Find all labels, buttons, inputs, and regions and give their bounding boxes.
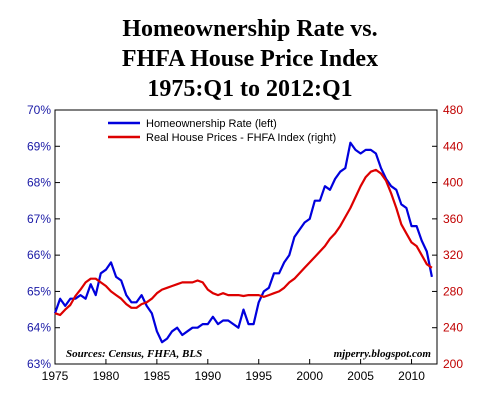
left-tick-label: 68% [27, 176, 51, 190]
x-tick-label: 1990 [194, 369, 221, 383]
chart-title-line-3: 1975:Q1 to 2012:Q1 [147, 76, 353, 102]
right-tick-label: 240 [443, 321, 463, 335]
x-tick-label: 1985 [144, 369, 171, 383]
right-axis: 200 240 280 320 360 400 440 480 [432, 103, 463, 371]
left-tick-label: 67% [27, 212, 51, 226]
x-tick-label: 1980 [93, 369, 120, 383]
left-tick-label: 63% [27, 357, 51, 371]
right-tick-label: 280 [443, 284, 463, 298]
left-tick-label: 65% [27, 284, 51, 298]
x-tick-label: 2010 [398, 369, 425, 383]
left-axis: 63% 64% 65% 66% 67% 68% 69% 70% [27, 103, 60, 371]
left-tick-label: 66% [27, 248, 51, 262]
legend: Homeownership Rate (left) Real House Pri… [108, 118, 336, 144]
legend-label-house-prices: Real House Prices - FHFA Index (right) [146, 132, 336, 144]
right-tick-label: 440 [443, 139, 463, 153]
house-price-index-line [54, 168, 433, 317]
chart-title-line-1: Homeownership Rate vs. [122, 16, 378, 42]
sources-annotation: Sources: Census, FHFA, BLS [66, 348, 202, 360]
blog-annotation: mjperry.blogspot.com [334, 348, 432, 360]
homeownership-rate-line [53, 141, 433, 344]
right-tick-label: 480 [443, 103, 463, 117]
right-tick-label: 360 [443, 212, 463, 226]
right-tick-label: 200 [443, 357, 463, 371]
legend-label-homeownership: Homeownership Rate (left) [146, 118, 277, 130]
right-tick-label: 400 [443, 176, 463, 190]
x-tick-label: 2005 [347, 369, 374, 383]
x-tick-label: 2000 [296, 369, 323, 383]
chart-title-line-2: FHFA House Price Index [121, 46, 379, 72]
right-tick-label: 320 [443, 248, 463, 262]
left-tick-label: 69% [27, 139, 51, 153]
left-tick-label: 64% [27, 321, 51, 335]
left-tick-label: 70% [27, 103, 51, 117]
x-tick-label: 1975 [42, 369, 69, 383]
x-axis: 1975 1980 1985 1990 1995 2000 2005 2010 [42, 359, 425, 383]
plot-area [54, 109, 438, 365]
x-tick-label: 1995 [245, 369, 272, 383]
series-layer [53, 141, 433, 344]
